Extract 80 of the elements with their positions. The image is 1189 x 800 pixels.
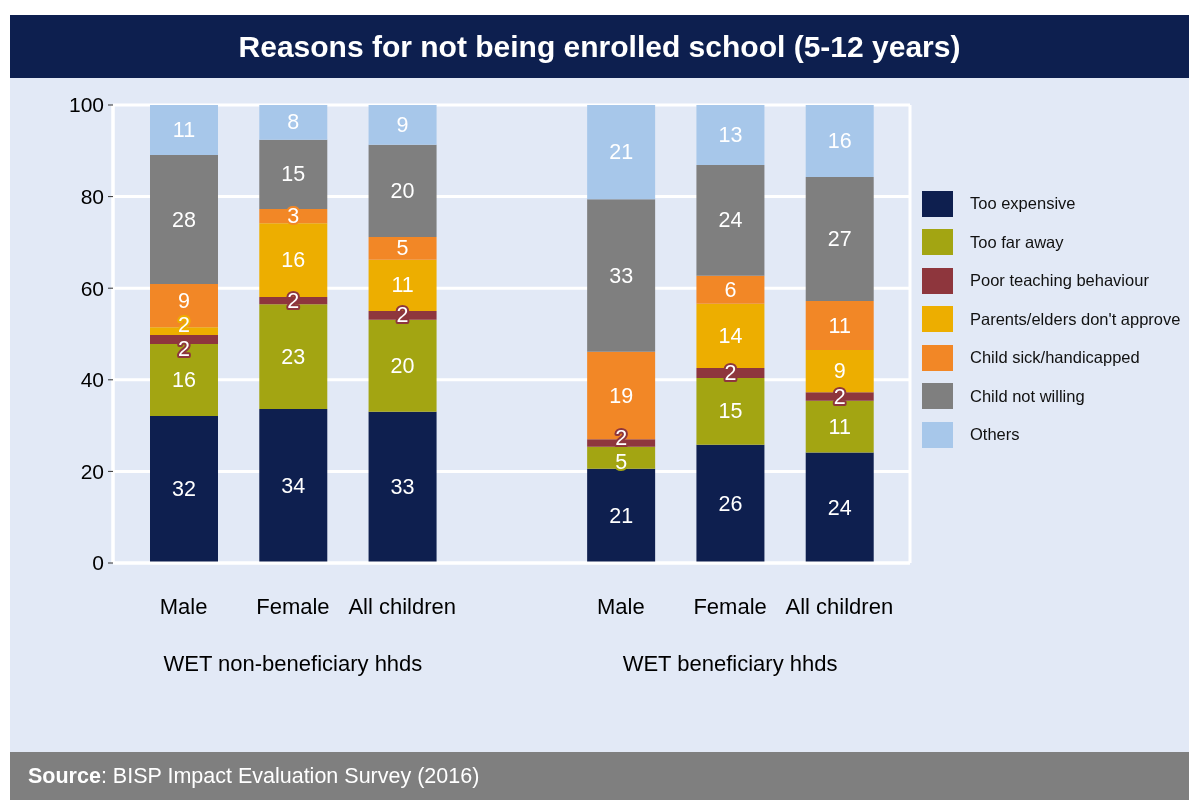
data-label: 9 xyxy=(396,112,409,137)
bar xyxy=(587,199,656,352)
y-tick-label: 40 xyxy=(80,368,104,392)
data-label: 27 xyxy=(827,226,852,251)
bar xyxy=(587,468,656,563)
bar xyxy=(150,154,218,285)
x-tick-label: Female xyxy=(693,593,767,619)
bar xyxy=(805,105,874,177)
data-label: 21 xyxy=(609,503,634,528)
data-label: 34 xyxy=(281,474,306,499)
y-tick-label: 100 xyxy=(68,93,104,117)
x-tick-label: Female xyxy=(256,593,330,619)
data-label: 19 xyxy=(609,383,634,408)
bar xyxy=(696,165,765,276)
x-tick-label: All children xyxy=(348,593,457,619)
legend-label: Others xyxy=(970,425,1020,445)
data-label: 2 xyxy=(178,337,190,362)
data-label: 23 xyxy=(281,344,306,369)
y-tick-label: 80 xyxy=(80,185,104,209)
legend-label: Poor teaching behaviour xyxy=(970,271,1149,291)
data-label: 13 xyxy=(718,123,743,147)
bar xyxy=(259,105,328,140)
y-tick-label: 60 xyxy=(80,276,104,300)
bar xyxy=(805,452,874,563)
data-label: 3 xyxy=(287,204,300,229)
data-label: 11 xyxy=(828,313,851,338)
data-label: 5 xyxy=(615,450,628,475)
data-label: 20 xyxy=(390,353,415,378)
data-label: 15 xyxy=(718,399,743,424)
legend-label: Child not willing xyxy=(970,386,1085,406)
bar xyxy=(696,444,765,563)
data-label: 16 xyxy=(281,248,306,273)
bar xyxy=(368,105,437,145)
data-label: 11 xyxy=(391,273,414,298)
legend-label: Parents/elders don't approve xyxy=(970,309,1181,329)
y-tick-label: 0 xyxy=(92,551,104,575)
data-label: 8 xyxy=(287,110,300,135)
data-label: 2 xyxy=(178,313,190,338)
bar xyxy=(259,139,328,209)
legend-label: Too expensive xyxy=(970,194,1076,214)
legend-label: Child sick/handicapped xyxy=(970,348,1140,368)
data-label: 24 xyxy=(718,208,743,233)
data-label: 15 xyxy=(281,162,306,187)
data-label: 26 xyxy=(718,491,743,516)
data-label: 28 xyxy=(172,207,196,232)
data-label: 16 xyxy=(827,128,852,153)
data-label: 20 xyxy=(390,178,415,203)
bar xyxy=(368,411,437,563)
bar xyxy=(150,415,218,563)
bar xyxy=(368,144,437,237)
bar xyxy=(696,275,765,304)
data-label: 21 xyxy=(609,140,634,165)
data-label: 14 xyxy=(718,323,743,348)
data-label: 9 xyxy=(833,359,846,384)
data-label: 16 xyxy=(172,368,196,393)
data-label: 5 xyxy=(396,236,409,261)
data-label: 6 xyxy=(724,277,737,302)
data-label: 11 xyxy=(828,414,851,439)
text: WET beneficiary hhds xyxy=(622,651,838,676)
chart-title: Reasons for not being enrolled school (5-12 years) xyxy=(238,29,961,64)
text: WET non-beneficiary hhds xyxy=(163,651,423,676)
bar xyxy=(587,105,656,200)
data-label: 24 xyxy=(827,495,852,520)
legend-label: Too far away xyxy=(970,232,1064,252)
bar xyxy=(150,105,218,155)
x-tick-label: All children xyxy=(785,593,894,619)
source-note: Source: BISP Impact Evaluation Survey (2016) xyxy=(28,763,480,788)
data-label: 11 xyxy=(172,117,196,142)
data-label: 9 xyxy=(178,289,190,314)
data-label: 32 xyxy=(172,477,196,502)
data-label: 2 xyxy=(615,426,628,451)
bar xyxy=(259,409,328,563)
data-label: 33 xyxy=(609,263,634,288)
bar xyxy=(696,105,765,165)
bar xyxy=(805,301,874,351)
x-tick-label: Male xyxy=(596,593,645,619)
y-tick-label: 20 xyxy=(80,459,104,483)
data-label: 33 xyxy=(390,475,415,500)
x-tick-label: Male xyxy=(159,593,208,619)
bar xyxy=(805,176,874,302)
